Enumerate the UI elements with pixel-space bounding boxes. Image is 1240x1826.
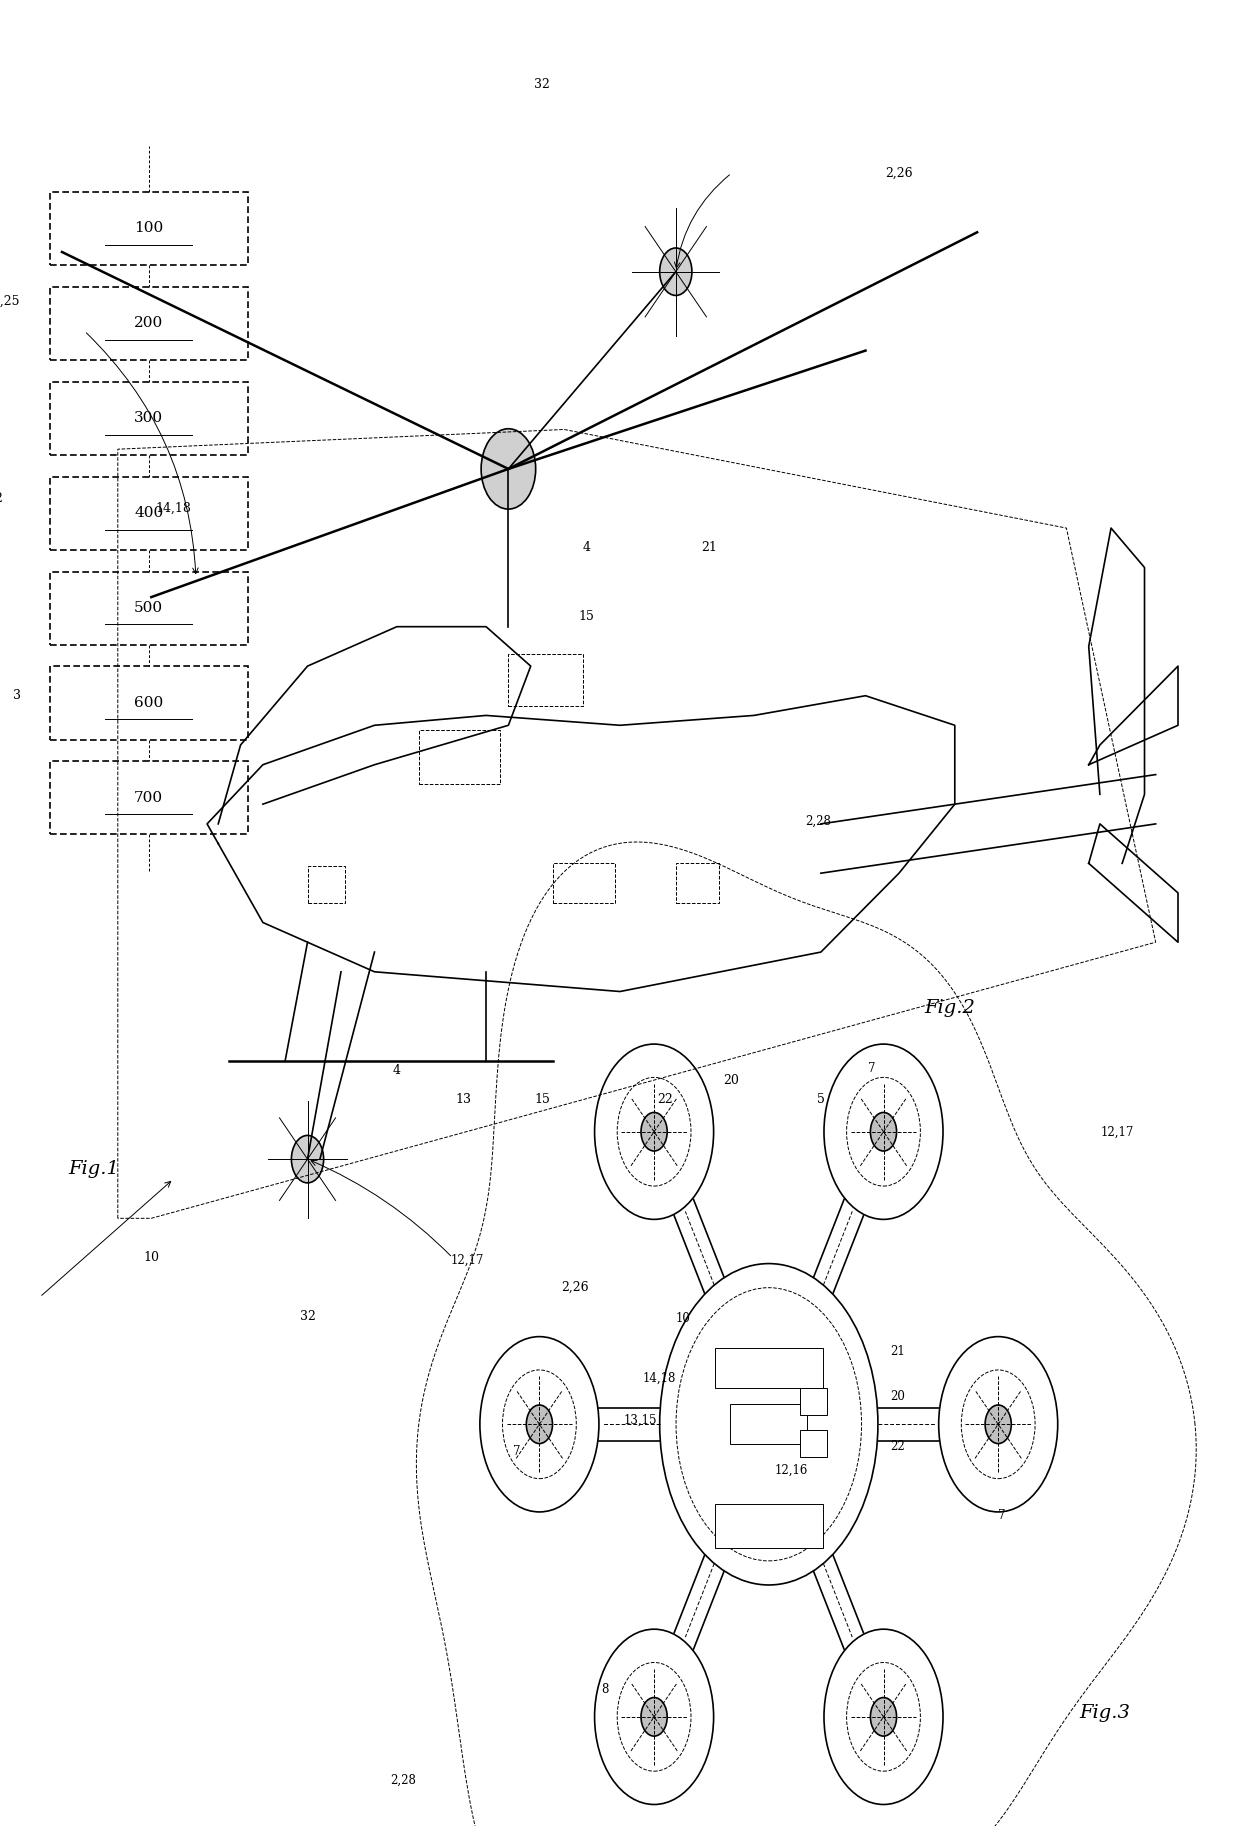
Text: 4: 4 bbox=[583, 540, 590, 555]
Text: 200: 200 bbox=[134, 316, 164, 331]
Text: 2,28: 2,28 bbox=[806, 814, 831, 829]
Bar bbox=[308, 866, 345, 902]
Text: 21: 21 bbox=[702, 540, 717, 555]
Circle shape bbox=[641, 1698, 667, 1737]
Text: 15: 15 bbox=[534, 1094, 549, 1107]
Bar bbox=[730, 1404, 807, 1444]
Text: Fig.1: Fig.1 bbox=[68, 1160, 119, 1178]
Bar bbox=[50, 192, 248, 265]
Text: 2,25: 2,25 bbox=[0, 294, 20, 309]
Bar bbox=[715, 1505, 822, 1548]
Bar bbox=[508, 654, 583, 705]
Bar bbox=[800, 1388, 827, 1415]
Circle shape bbox=[526, 1404, 553, 1444]
Text: 4: 4 bbox=[393, 1065, 401, 1077]
Text: Fig.3: Fig.3 bbox=[1079, 1704, 1130, 1722]
Bar bbox=[419, 730, 500, 785]
Bar bbox=[800, 1430, 827, 1457]
Text: 2,26: 2,26 bbox=[562, 1280, 589, 1295]
Text: 8: 8 bbox=[601, 1682, 609, 1696]
Bar bbox=[715, 1348, 822, 1388]
Text: 7: 7 bbox=[998, 1508, 1006, 1523]
Circle shape bbox=[291, 1136, 324, 1183]
Text: 12,17: 12,17 bbox=[450, 1253, 484, 1267]
Bar bbox=[50, 761, 248, 834]
Bar bbox=[50, 382, 248, 455]
Text: 2,26: 2,26 bbox=[885, 166, 913, 179]
Circle shape bbox=[985, 1404, 1012, 1444]
Bar bbox=[50, 477, 248, 550]
Text: 5: 5 bbox=[817, 1094, 825, 1107]
Circle shape bbox=[660, 248, 692, 296]
Text: 20: 20 bbox=[890, 1390, 905, 1404]
Text: 32: 32 bbox=[534, 79, 549, 91]
Text: 22: 22 bbox=[657, 1094, 672, 1107]
Bar bbox=[50, 287, 248, 360]
Text: 600: 600 bbox=[134, 696, 164, 710]
Text: 14,18: 14,18 bbox=[156, 502, 191, 515]
Text: 7: 7 bbox=[513, 1444, 521, 1459]
Text: 21: 21 bbox=[890, 1344, 905, 1359]
Text: 22: 22 bbox=[890, 1439, 905, 1453]
Circle shape bbox=[481, 429, 536, 509]
Text: 14,18: 14,18 bbox=[642, 1371, 676, 1386]
Text: 7: 7 bbox=[868, 1061, 875, 1076]
Text: 10: 10 bbox=[676, 1311, 691, 1326]
Text: 12,17: 12,17 bbox=[1101, 1125, 1135, 1139]
Text: 100: 100 bbox=[134, 221, 164, 236]
Text: 500: 500 bbox=[134, 601, 164, 615]
Circle shape bbox=[870, 1112, 897, 1150]
Text: 20: 20 bbox=[724, 1074, 739, 1086]
Bar bbox=[50, 572, 248, 645]
Bar bbox=[50, 666, 248, 740]
Bar bbox=[676, 862, 719, 902]
Text: 10: 10 bbox=[144, 1251, 159, 1264]
Text: 12,16: 12,16 bbox=[775, 1463, 808, 1477]
Text: 13,15: 13,15 bbox=[624, 1413, 657, 1428]
Text: 700: 700 bbox=[134, 791, 164, 805]
Text: 12: 12 bbox=[0, 491, 2, 506]
Text: 15: 15 bbox=[579, 610, 594, 623]
Text: 400: 400 bbox=[134, 506, 164, 520]
Text: 13: 13 bbox=[456, 1094, 471, 1107]
Circle shape bbox=[870, 1698, 897, 1737]
Text: 2,28: 2,28 bbox=[391, 1773, 417, 1788]
Text: Fig.2: Fig.2 bbox=[924, 999, 975, 1017]
Text: 300: 300 bbox=[134, 411, 164, 425]
Bar bbox=[553, 862, 615, 902]
Text: 32: 32 bbox=[300, 1311, 315, 1324]
Circle shape bbox=[641, 1112, 667, 1150]
Text: 3: 3 bbox=[14, 688, 21, 703]
